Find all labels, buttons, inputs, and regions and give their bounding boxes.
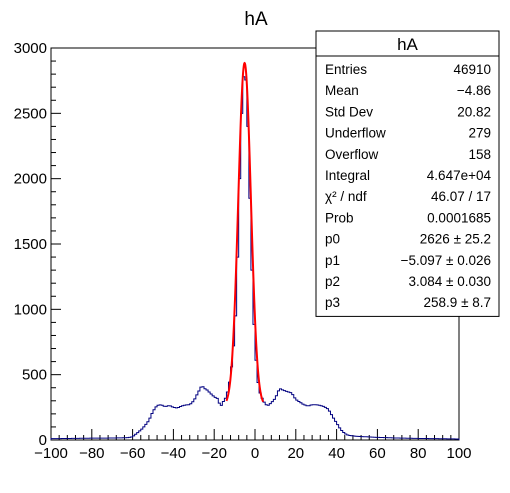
x-tick-label: −40 <box>161 445 186 462</box>
x-tick-label: 0 <box>251 445 259 462</box>
stats-row-value: 4.647e+04 <box>427 168 492 183</box>
stats-row-value: 20.82 <box>457 104 491 119</box>
fit-curve <box>225 61 265 403</box>
stats-box-title: hA <box>397 35 418 54</box>
x-tick-label: 60 <box>369 445 386 462</box>
stats-box: hA Entries 46910 Mean −4.86 Std Dev 20.82 Under… <box>315 30 500 317</box>
x-tick-label: 20 <box>287 445 304 462</box>
stats-row-label: p3 <box>325 295 340 310</box>
stats-row-value: 158 <box>468 147 491 162</box>
x-tick-label: −20 <box>201 445 226 462</box>
stats-row-value: 279 <box>468 126 491 141</box>
stats-row-value: 46.07 / 17 <box>431 189 491 204</box>
x-tick-label: 80 <box>410 445 427 462</box>
stats-row-label: Std Dev <box>325 104 373 119</box>
stats-row-label: χ² / ndf <box>325 189 367 204</box>
y-tick-label: 2500 <box>14 105 47 122</box>
x-tick-label: −100 <box>34 445 68 462</box>
stats-row-value: 2626 ± 25.2 <box>420 232 491 247</box>
stats-row-label: p0 <box>325 232 340 247</box>
stats-box-frame <box>315 30 500 317</box>
y-tick-label: 3000 <box>14 40 47 57</box>
histogram-series <box>50 76 460 440</box>
y-tick-label: 1500 <box>14 236 47 253</box>
stats-row-label: Overflow <box>325 147 379 162</box>
stats-row-value: 258.9 ± 8.7 <box>424 295 491 310</box>
stats-row-label: Mean <box>325 83 359 98</box>
y-tick-label: 500 <box>22 367 47 384</box>
stats-row-value: 0.0001685 <box>427 210 491 225</box>
stats-row-label: Entries <box>325 62 367 77</box>
y-tick-label: 2000 <box>14 171 47 188</box>
stats-row-label: Underflow <box>325 126 386 141</box>
stats-row-label: Integral <box>325 168 370 183</box>
stats-row-label: Prob <box>325 210 354 225</box>
x-axis: −100 −80 −60 −40 −20 0 20 40 60 80 100 <box>34 429 472 462</box>
stats-row-value: 46910 <box>453 62 491 77</box>
stats-row-label: p2 <box>325 274 340 289</box>
x-tick-label: 100 <box>446 445 471 462</box>
x-tick-label: −80 <box>79 445 104 462</box>
y-axis: 0 500 1000 1500 2000 2500 3000 <box>14 40 61 449</box>
x-tick-label: 40 <box>328 445 345 462</box>
y-tick-label: 1000 <box>14 301 47 318</box>
stats-row-value: 3.084 ± 0.030 <box>409 274 491 289</box>
stats-row-value: −4.86 <box>457 83 491 98</box>
chart-title: hA <box>244 9 268 30</box>
x-tick-label: −60 <box>120 445 145 462</box>
stats-row-label: p1 <box>325 253 340 268</box>
stats-row-value: −5.097 ± 0.026 <box>401 253 491 268</box>
y-tick-label: 0 <box>39 432 47 449</box>
